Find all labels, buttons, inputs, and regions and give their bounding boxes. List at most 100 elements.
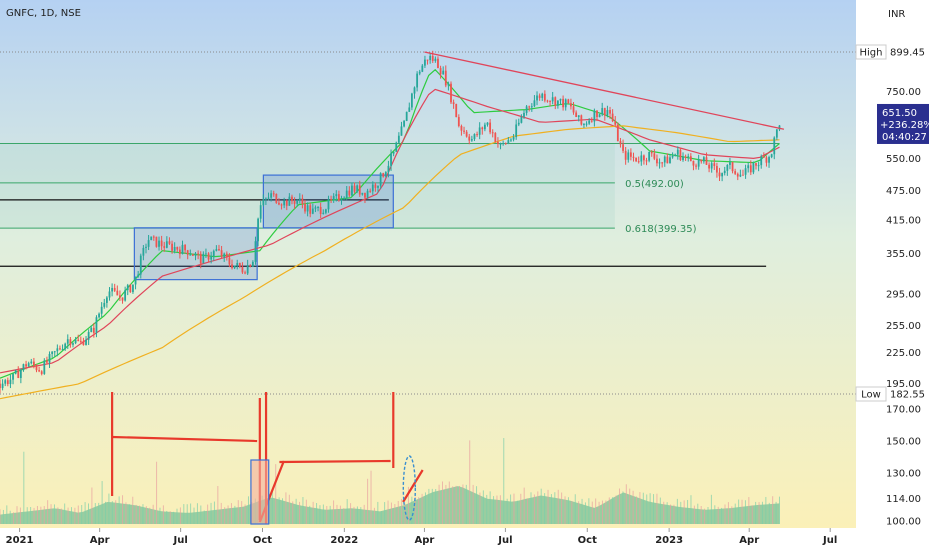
candle-body <box>178 249 181 255</box>
candle-body <box>379 173 382 186</box>
candle-body <box>173 247 176 251</box>
candle-body <box>416 73 419 88</box>
candle-body <box>197 253 200 255</box>
candle-body <box>559 98 562 101</box>
candle-body <box>223 253 226 257</box>
candle-body <box>580 115 583 125</box>
candle-body <box>314 207 317 209</box>
candle-body <box>56 348 59 352</box>
candle-body <box>405 111 408 121</box>
candle-body <box>361 192 364 195</box>
candle-body <box>152 236 155 238</box>
candle-body <box>491 132 494 134</box>
candle-body <box>692 160 695 166</box>
candle-body <box>210 256 213 260</box>
candle-body <box>202 253 205 264</box>
candle-body <box>778 125 781 130</box>
candle-body <box>483 124 486 130</box>
candle-body <box>74 339 77 344</box>
candle-body <box>744 168 747 175</box>
candle-body <box>61 349 64 351</box>
candle-body <box>663 156 666 163</box>
high-marker: High 899.45 <box>855 44 925 60</box>
candle-body <box>403 120 405 127</box>
candle-body <box>749 165 752 173</box>
candle-body <box>79 340 82 342</box>
candle-body <box>87 331 90 340</box>
candle-body <box>158 240 160 247</box>
candle-body <box>168 241 171 244</box>
candle-body <box>82 341 85 345</box>
candle-body <box>364 192 366 198</box>
candle-body <box>32 361 35 366</box>
candle-body <box>450 83 452 103</box>
time-tick-label: 2022 <box>330 535 358 546</box>
candle-body <box>627 152 630 160</box>
price-tick-label: 195.00 <box>886 379 921 390</box>
candle-body <box>564 99 567 108</box>
time-tick-label: Apr <box>90 535 110 546</box>
candle-body <box>439 68 442 75</box>
candle-body <box>773 137 776 155</box>
candle-body <box>181 244 184 255</box>
volume-area <box>0 486 780 524</box>
candle-body <box>658 162 661 164</box>
candle-body <box>66 339 69 344</box>
candle-body <box>384 172 387 177</box>
candle-body <box>233 265 236 269</box>
candle-body <box>554 97 557 106</box>
volume-tick-label: 150.00 <box>886 437 921 448</box>
candle-body <box>713 163 716 167</box>
candle-body <box>676 149 679 155</box>
high-tag <box>855 44 887 60</box>
low-marker: Low 182.55 <box>855 386 925 402</box>
time-tick-label: Apr <box>739 535 759 546</box>
candle-body <box>533 100 536 107</box>
candle-body <box>510 139 512 141</box>
candle-body <box>512 137 515 140</box>
candle-body <box>755 163 757 166</box>
candle-body <box>757 165 760 167</box>
candle-body <box>280 204 283 206</box>
candle-body <box>611 113 614 122</box>
candle-body <box>601 108 604 115</box>
candle-body <box>729 162 731 165</box>
candle-body <box>249 265 252 267</box>
candle-body <box>556 100 559 106</box>
candle-body <box>25 364 27 367</box>
candle-body <box>593 110 596 122</box>
candle-body <box>431 55 434 61</box>
fib-label-0-5: 0.5(492.00) <box>625 179 684 190</box>
candle-body <box>345 190 348 198</box>
candle-body <box>90 327 93 332</box>
candle-body <box>434 58 437 61</box>
candle-body <box>671 156 674 158</box>
candle-body <box>59 348 61 350</box>
candle-body <box>265 198 267 200</box>
candle-body <box>624 150 627 160</box>
time-tick-label: Jul <box>822 535 837 546</box>
candle-body <box>517 122 520 125</box>
candle-body <box>577 115 580 117</box>
candle-body <box>324 209 327 213</box>
candle-body <box>708 164 710 169</box>
candle-body <box>171 243 173 251</box>
candle-body <box>489 122 492 133</box>
low-label: Low <box>861 390 881 401</box>
candle-body <box>108 291 111 298</box>
candle-body <box>176 247 179 250</box>
candle-body <box>319 206 322 214</box>
candle-body <box>353 185 356 192</box>
candle-body <box>674 154 677 157</box>
candle-body <box>150 236 153 241</box>
candle-body <box>588 120 591 124</box>
candle-body <box>640 155 643 162</box>
candle-body <box>528 106 531 108</box>
candle-body <box>238 262 241 267</box>
price-badge <box>877 103 929 144</box>
candle-body <box>598 114 601 118</box>
candle-body <box>723 170 726 174</box>
candle-body <box>212 250 215 257</box>
candle-body <box>684 156 687 158</box>
